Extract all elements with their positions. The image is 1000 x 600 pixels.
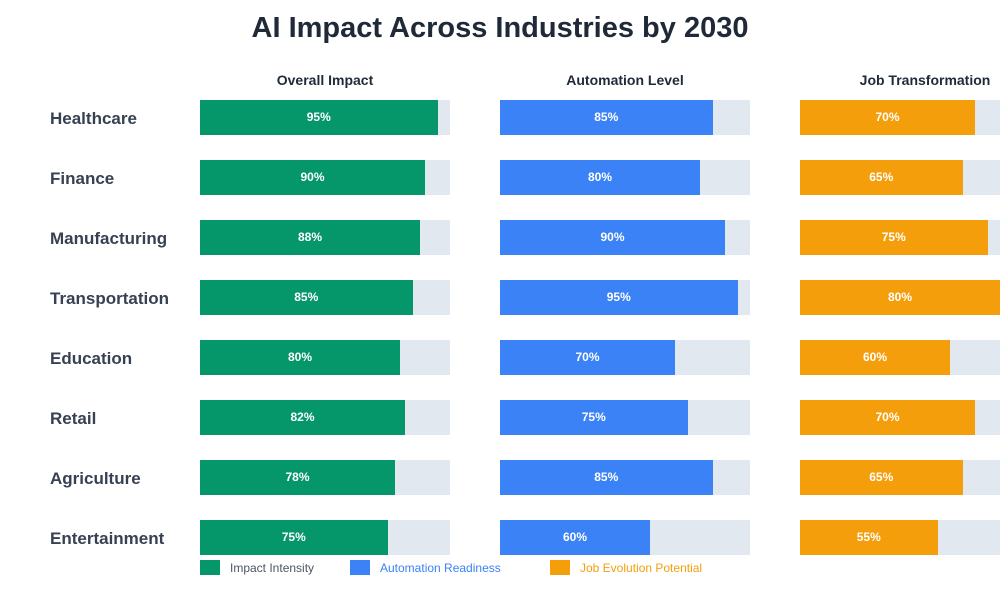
- bar-track: 70%: [800, 400, 1000, 435]
- bar-track: 85%: [200, 280, 450, 315]
- legend-label: Impact Intensity: [230, 560, 315, 575]
- bar: [500, 520, 650, 555]
- data-label: 85%: [594, 110, 619, 124]
- bar-track: 85%: [500, 460, 750, 495]
- data-label: 75%: [281, 530, 306, 544]
- category-label: Finance: [50, 169, 115, 188]
- bar: [500, 400, 688, 435]
- bar: [500, 460, 713, 495]
- data-label: 85%: [294, 290, 319, 304]
- bar-track: 75%: [500, 400, 750, 435]
- bar-track: 88%: [200, 220, 450, 255]
- bar: [800, 400, 975, 435]
- bar-track: 65%: [800, 160, 1000, 195]
- bar: [200, 100, 438, 135]
- legend-swatch: [350, 560, 370, 575]
- bar: [500, 160, 700, 195]
- data-label: 80%: [587, 170, 613, 184]
- category-label: Entertainment: [50, 529, 165, 548]
- category-label: Retail: [50, 409, 97, 428]
- data-label: 60%: [862, 350, 888, 364]
- data-label: 75%: [881, 230, 906, 244]
- category-label: Education: [50, 349, 133, 368]
- bar-track: 55%: [800, 520, 1000, 555]
- legend-item: Job Evolution Potential: [550, 560, 702, 575]
- bar-track: 78%: [200, 460, 450, 495]
- data-label: 70%: [575, 350, 600, 364]
- bar-track: 85%: [500, 100, 750, 135]
- data-label: 70%: [875, 410, 900, 424]
- bar-track: 60%: [500, 520, 750, 555]
- column-header: Job Transformation: [859, 72, 991, 88]
- data-label: 65%: [869, 470, 894, 484]
- legend-item: Impact Intensity: [200, 560, 314, 575]
- bar-track: 95%: [200, 100, 450, 135]
- data-label: 60%: [562, 530, 588, 544]
- legend-swatch: [200, 560, 220, 575]
- bar-track: 70%: [800, 100, 1000, 135]
- bar: [800, 160, 963, 195]
- category-label: Healthcare: [50, 109, 137, 128]
- data-label: 80%: [887, 290, 913, 304]
- bar: [200, 220, 420, 255]
- bar: [200, 520, 388, 555]
- data-label: 78%: [285, 470, 310, 484]
- bar: [800, 340, 950, 375]
- data-label: 85%: [594, 470, 619, 484]
- bar: [200, 160, 425, 195]
- data-label: 55%: [856, 530, 881, 544]
- bar: [800, 460, 963, 495]
- column-header: Automation Level: [566, 72, 684, 88]
- bar: [800, 220, 988, 255]
- bar: [200, 280, 413, 315]
- bar-track: 95%: [500, 280, 750, 315]
- legend-swatch: [550, 560, 570, 575]
- bar: [500, 340, 675, 375]
- column-header: Overall Impact: [276, 72, 374, 88]
- data-label: 75%: [581, 410, 606, 424]
- bar-track: 65%: [800, 460, 1000, 495]
- bar: [500, 100, 713, 135]
- data-label: 90%: [300, 170, 325, 184]
- bar: [800, 280, 1000, 315]
- data-label: 82%: [290, 410, 315, 424]
- category-label: Manufacturing: [50, 229, 168, 248]
- bar-track: 80%: [800, 280, 1000, 315]
- bar-track: 60%: [800, 340, 1000, 375]
- data-label: 88%: [297, 230, 323, 244]
- bar: [500, 280, 738, 315]
- category-label: Agriculture: [50, 469, 141, 488]
- bar: [200, 400, 405, 435]
- data-label: 65%: [869, 170, 894, 184]
- bar-track: 75%: [800, 220, 1000, 255]
- data-label: 70%: [875, 110, 900, 124]
- data-label: 95%: [606, 290, 631, 304]
- data-label: 95%: [306, 110, 331, 124]
- bar-track: 90%: [200, 160, 450, 195]
- bar-track: 75%: [200, 520, 450, 555]
- bar-track: 90%: [500, 220, 750, 255]
- chart-title: AI Impact Across Industries by 2030: [251, 12, 749, 44]
- category-label: Transportation: [50, 289, 170, 308]
- legend-label: Automation Readiness: [380, 560, 501, 575]
- legend-item: Automation Readiness: [350, 560, 501, 575]
- bar: [200, 340, 400, 375]
- bar: [800, 520, 938, 555]
- data-label: 80%: [287, 350, 313, 364]
- bar-track: 80%: [200, 340, 450, 375]
- bar: [200, 460, 395, 495]
- bar-track: 82%: [200, 400, 450, 435]
- bar-track: 80%: [500, 160, 750, 195]
- bar: [500, 220, 725, 255]
- bar-track: 70%: [500, 340, 750, 375]
- legend-label: Job Evolution Potential: [580, 560, 703, 575]
- bar: [800, 100, 975, 135]
- data-label: 90%: [600, 230, 625, 244]
